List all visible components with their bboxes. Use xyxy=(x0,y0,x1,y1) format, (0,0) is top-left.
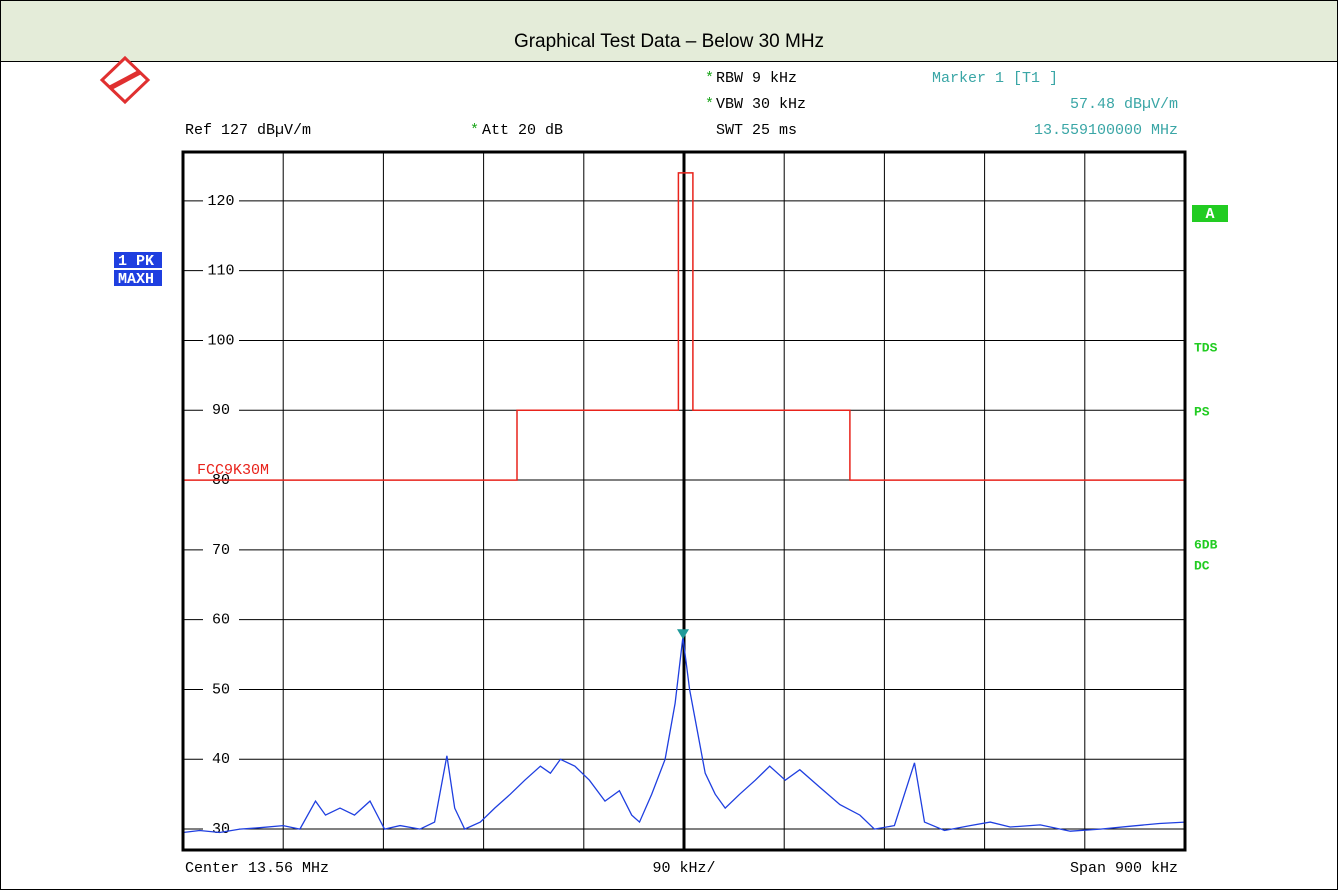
trace-label: MAXH xyxy=(118,271,154,288)
y-tick-label: 60 xyxy=(212,612,230,629)
marker-value: 57.48 dBµV/m xyxy=(1070,96,1178,113)
marker-freq: 13.559100000 MHz xyxy=(1034,122,1178,139)
plot-border xyxy=(181,150,1187,852)
y-tick-label: 30 xyxy=(212,821,230,838)
star: * xyxy=(705,96,714,113)
y-tick-label: 120 xyxy=(207,193,234,210)
title-bar xyxy=(0,0,1338,62)
span: Span 900 kHz xyxy=(1070,860,1178,877)
y-tick-label: 110 xyxy=(207,263,234,280)
tick-bg xyxy=(203,192,239,209)
y-tick-label: 100 xyxy=(207,332,234,349)
status: 6DB xyxy=(1194,537,1218,552)
limit-line xyxy=(183,172,1185,481)
status: PS xyxy=(1194,404,1210,419)
tick-bg xyxy=(203,611,239,628)
swt: SWT 25 ms xyxy=(716,122,797,139)
limit-label: FCC9K30M xyxy=(197,462,269,479)
marker-label: Marker 1 [T1 ] xyxy=(932,70,1058,87)
tick-bg xyxy=(203,821,239,838)
star: * xyxy=(705,70,714,87)
tick-bg xyxy=(203,681,239,698)
center: Center 13.56 MHz xyxy=(185,860,329,877)
y-tick-label: 50 xyxy=(212,681,230,698)
tick-bg xyxy=(203,541,239,558)
status-box xyxy=(1192,205,1228,222)
status: DC xyxy=(1194,558,1210,573)
tick-bg xyxy=(203,751,239,768)
att: Att 20 dB xyxy=(482,122,563,139)
trace-label: 1 PK xyxy=(118,253,154,270)
tick-bg xyxy=(203,332,239,349)
vbw: VBW 30 kHz xyxy=(716,96,806,113)
per-div: 90 kHz/ xyxy=(652,860,715,877)
status: A xyxy=(1205,206,1214,223)
trace xyxy=(182,637,1186,834)
title: Graphical Test Data – Below 30 MHz xyxy=(514,31,824,52)
y-tick-label: 90 xyxy=(212,402,230,419)
status: TDS xyxy=(1194,340,1218,355)
rs-logo xyxy=(99,55,151,105)
rbw: RBW 9 kHz xyxy=(716,70,797,87)
marker xyxy=(676,629,689,640)
tick-bg xyxy=(203,262,239,279)
trace-box xyxy=(114,270,162,286)
ref: Ref 127 dBµV/m xyxy=(185,122,311,139)
tick-bg xyxy=(203,402,239,419)
y-tick-label: 70 xyxy=(212,542,230,559)
star: * xyxy=(470,122,479,139)
y-tick-label: 40 xyxy=(212,751,230,768)
trace-box xyxy=(114,252,162,268)
